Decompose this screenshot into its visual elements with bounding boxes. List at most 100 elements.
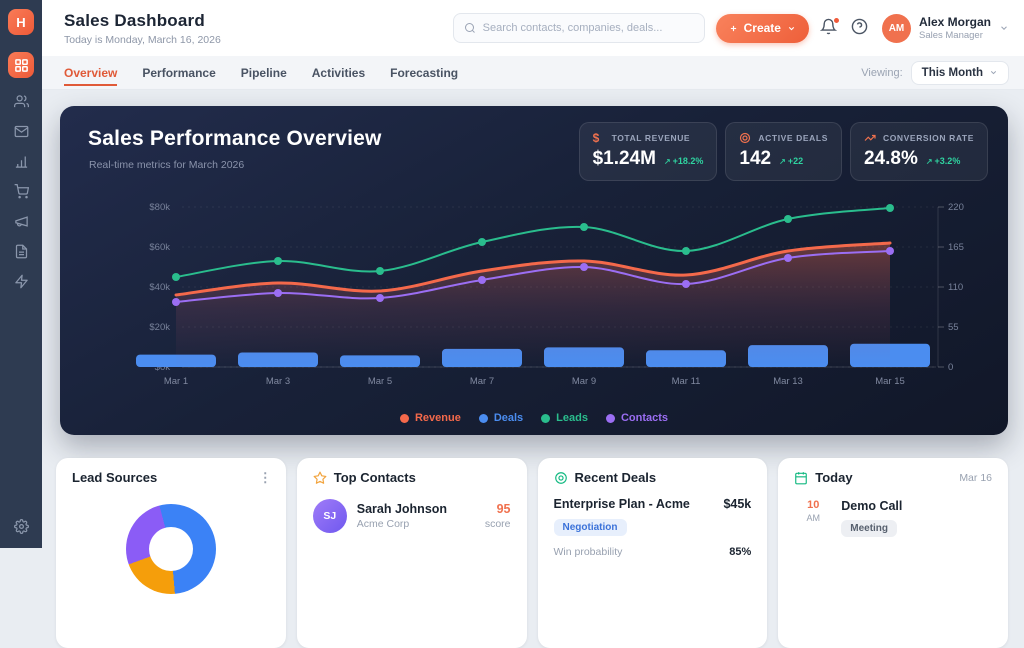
card-title: Today — [815, 470, 853, 485]
search-icon — [464, 22, 476, 34]
svg-text:Mar 11: Mar 11 — [672, 376, 701, 387]
sidebar-item-settings[interactable] — [8, 518, 34, 535]
panel-subtitle: Real-time metrics for March 2026 — [89, 159, 245, 171]
plus-icon — [729, 24, 738, 33]
event-list-item[interactable]: 10 AM Demo Call Meeting — [794, 499, 992, 537]
tab-performance[interactable]: Performance — [142, 65, 216, 80]
svg-text:$40k: $40k — [149, 282, 170, 293]
user-menu[interactable]: AM Alex Morgan Sales Manager — [881, 13, 1009, 43]
search-input[interactable] — [482, 22, 694, 34]
megaphone-icon — [14, 214, 29, 229]
sidebar: H — [0, 0, 42, 548]
tab-activities[interactable]: Activities — [311, 65, 366, 80]
svg-text:Mar 9: Mar 9 — [572, 376, 596, 387]
contact-score-label: score — [484, 518, 511, 530]
kebab-menu-icon[interactable]: ⋮ — [258, 470, 272, 485]
svg-text:Mar 7: Mar 7 — [470, 376, 494, 387]
svg-text:220: 220 — [948, 202, 964, 213]
legend-label: Revenue — [414, 412, 461, 424]
legend-item-deals[interactable]: Deals — [478, 412, 524, 424]
event-type-badge: Meeting — [841, 520, 898, 537]
viewing-label: Viewing: — [861, 66, 903, 79]
page-title: Sales Dashboard — [64, 10, 205, 30]
bar-chart-icon — [14, 154, 29, 169]
sidebar-item-mail[interactable] — [8, 123, 34, 140]
card-title: Lead Sources — [72, 470, 158, 485]
legend-item-revenue[interactable]: Revenue — [399, 412, 461, 424]
sidebar-item-documents[interactable] — [8, 243, 34, 260]
legend-item-leads[interactable]: Leads — [541, 412, 588, 424]
deal-stage-badge: Negotiation — [553, 519, 627, 536]
legend-item-contacts[interactable]: Contacts — [605, 412, 669, 424]
card-title: Recent Deals — [574, 470, 657, 485]
svg-text:110: 110 — [948, 282, 963, 293]
donut-hole — [148, 527, 193, 571]
sidebar-item-orders[interactable] — [8, 183, 34, 200]
sidebar-item-dashboard[interactable] — [8, 52, 34, 78]
deal-list-item[interactable]: Enterprise Plan - Acme $45k — [554, 497, 752, 511]
svg-text:0: 0 — [948, 362, 953, 373]
dollar-icon: $ — [592, 131, 600, 145]
chart-legend: Revenue Deals Leads Contacts — [60, 412, 1008, 424]
svg-text:$0k: $0k — [155, 362, 171, 373]
top-contacts-card: Top Contacts SJ Sarah Johnson Acme Corp … — [296, 458, 527, 648]
mail-icon — [14, 124, 29, 139]
svg-text:$80k: $80k — [149, 202, 170, 213]
legend-label: Contacts — [620, 412, 669, 424]
star-icon — [313, 471, 327, 485]
trend-up-arrow: ↗ — [779, 157, 786, 166]
tab-overview[interactable]: Overview — [64, 65, 118, 86]
tab-pipeline[interactable]: Pipeline — [240, 65, 287, 80]
target-icon — [739, 132, 751, 144]
legend-dot — [478, 413, 488, 423]
panel-title: Sales Performance Overview — [88, 127, 382, 150]
page-subtitle: Today is Monday, March 16, 2026 — [64, 33, 221, 46]
kpi-conversion-rate: CONVERSION RATE 24.8% ↗ +3.2% — [849, 122, 988, 181]
user-name: Alex Morgan — [918, 15, 991, 29]
sidebar-item-analytics[interactable] — [8, 153, 34, 170]
users-icon — [13, 94, 29, 109]
today-card: Today Mar 16 10 AM Demo Call Meeting — [778, 458, 1008, 648]
tab-forecasting[interactable]: Forecasting — [390, 65, 459, 80]
today-date: Mar 16 — [959, 471, 992, 484]
kpi-delta: ↗ +18.2% — [663, 156, 704, 166]
legend-dot — [399, 413, 409, 423]
target-icon — [554, 471, 568, 485]
top-header: Sales Dashboard Today is Monday, March 1… — [42, 0, 1024, 56]
contact-list-item[interactable]: SJ Sarah Johnson Acme Corp 95 score — [312, 499, 511, 533]
svg-text:Mar 15: Mar 15 — [875, 376, 905, 387]
app-logo[interactable]: H — [8, 9, 34, 35]
help-button[interactable] — [851, 18, 871, 38]
chevron-down-icon — [787, 24, 796, 33]
trend-up-arrow: ↗ — [925, 157, 933, 166]
create-button[interactable]: Create — [715, 13, 809, 43]
svg-text:Mar 5: Mar 5 — [368, 376, 392, 387]
chevron-down-icon — [989, 68, 998, 77]
svg-text:Mar 1: Mar 1 — [164, 376, 188, 387]
calendar-icon — [794, 471, 808, 485]
contact-company: Acme Corp — [356, 518, 410, 530]
global-search[interactable] — [452, 13, 705, 43]
notifications-button[interactable] — [819, 17, 840, 38]
deal-amount: $45k — [723, 497, 752, 511]
svg-text:Mar 13: Mar 13 — [773, 376, 803, 387]
performance-chart[interactable]: $0k 0 $20k 55 $40k 110 $60k 165 $80k 220 Mar 1 Mar … — [60, 194, 1008, 394]
kpi-value: 24.8% — [863, 148, 918, 169]
legend-label: Deals — [493, 412, 524, 424]
period-select[interactable]: This Month — [910, 60, 1009, 85]
card-title: Top Contacts — [333, 470, 416, 485]
kpi-row: $ TOTAL REVENUE $1.24M ↗ +18.2% ACTIVE DE… — [578, 122, 988, 181]
legend-dot — [541, 413, 551, 423]
sidebar-item-contacts[interactable] — [8, 93, 34, 110]
bell-icon — [819, 18, 840, 35]
event-time: 10 — [807, 499, 820, 511]
dashboard-grid-icon — [14, 58, 29, 73]
sidebar-item-campaigns[interactable] — [8, 213, 34, 230]
cart-icon — [14, 184, 29, 199]
sidebar-item-automation[interactable] — [8, 273, 34, 290]
avatar: AM — [881, 13, 911, 43]
event-meridiem: AM — [806, 513, 821, 523]
event-title: Demo Call — [841, 499, 903, 513]
zap-icon — [14, 274, 29, 289]
lead-sources-donut — [125, 504, 216, 594]
